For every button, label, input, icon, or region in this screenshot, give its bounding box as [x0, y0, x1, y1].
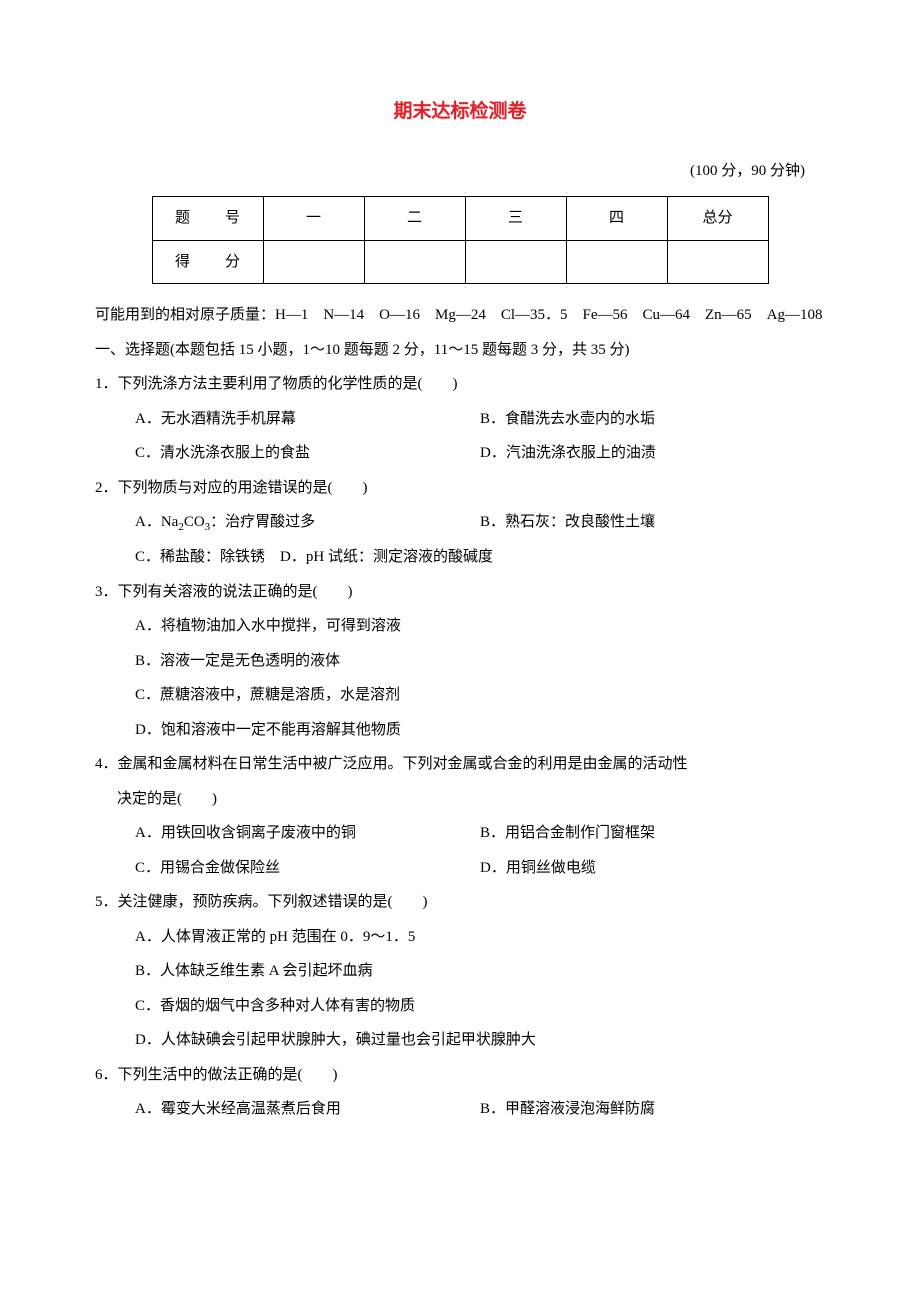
option-b: B．用铝合金制作门窗框架: [480, 816, 825, 851]
question-stem-cont: 决定的是( ): [95, 782, 825, 817]
table-row: 得 分: [152, 240, 768, 284]
score-cell: [263, 240, 364, 284]
option-a: A．无水酒精洗手机屏幕: [135, 402, 480, 437]
option-d: D．汽油洗涤衣服上的油渍: [480, 436, 825, 471]
option-d: D．pH 试纸：测定溶液的酸碱度: [280, 549, 493, 565]
option-text: A．Na: [135, 514, 178, 530]
option-b: B．溶液一定是无色透明的液体: [135, 644, 825, 679]
score-cell: [364, 240, 465, 284]
table-row: 题 号 一 二 三 四 总分: [152, 197, 768, 241]
option-d: D．饱和溶液中一定不能再溶解其他物质: [135, 713, 825, 748]
score-header-label: 题 号: [152, 197, 263, 241]
atomic-masses: 可能用到的相对原子质量：H—1 N—14 O—16 Mg—24 Cl—35．5 …: [95, 298, 825, 333]
option-a: A．Na2CO3：治疗胃酸过多: [135, 505, 480, 540]
option-a: A．将植物油加入水中搅拌，可得到溶液: [135, 609, 825, 644]
score-cell: [667, 240, 768, 284]
question-5: 5．关注健康，预防疾病。下列叙述错误的是( ) A．人体胃液正常的 pH 范围在…: [95, 885, 825, 1058]
exam-title: 期末达标检测卷: [95, 90, 825, 134]
question-stem: 3．下列有关溶液的说法正确的是( ): [95, 575, 825, 610]
question-stem: 2．下列物质与对应的用途错误的是( ): [95, 471, 825, 506]
question-6: 6．下列生活中的做法正确的是( ) A．霉变大米经高温蒸煮后食用 B．甲醛溶液浸…: [95, 1058, 825, 1127]
option-cd: C．稀盐酸：除铁锈 D．pH 试纸：测定溶液的酸碱度: [135, 540, 825, 575]
question-stem: 4．金属和金属材料在日常生活中被广泛应用。下列对金属或合金的利用是由金属的活动性: [95, 747, 825, 782]
option-a: A．用铁回收含铜离子废液中的铜: [135, 816, 480, 851]
question-stem: 6．下列生活中的做法正确的是( ): [95, 1058, 825, 1093]
score-col-4: 四: [566, 197, 667, 241]
option-c: C．稀盐酸：除铁锈: [135, 549, 265, 565]
option-a: A．人体胃液正常的 pH 范围在 0．9～1．5: [135, 920, 825, 955]
question-4: 4．金属和金属材料在日常生活中被广泛应用。下列对金属或合金的利用是由金属的活动性…: [95, 747, 825, 885]
question-stem: 1．下列洗涤方法主要利用了物质的化学性质的是( ): [95, 367, 825, 402]
score-row-label: 得 分: [152, 240, 263, 284]
option-c: C．用锡合金做保险丝: [135, 851, 480, 886]
option-a: A．霉变大米经高温蒸煮后食用: [135, 1092, 480, 1127]
score-cell: [566, 240, 667, 284]
option-c: C．蔗糖溶液中，蔗糖是溶质，水是溶剂: [135, 678, 825, 713]
score-col-1: 一: [263, 197, 364, 241]
option-b: B．甲醛溶液浸泡海鲜防腐: [480, 1092, 825, 1127]
option-b: B．人体缺乏维生素 A 会引起坏血病: [135, 954, 825, 989]
option-c: C．清水洗涤衣服上的食盐: [135, 436, 480, 471]
option-text: CO: [184, 514, 205, 530]
option-d: D．用铜丝做电缆: [480, 851, 825, 886]
question-2: 2．下列物质与对应的用途错误的是( ) A．Na2CO3：治疗胃酸过多 B．熟石…: [95, 471, 825, 575]
option-text: ：治疗胃酸过多: [210, 514, 315, 530]
exam-meta: (100 分，90 分钟): [95, 154, 825, 189]
score-cell: [465, 240, 566, 284]
question-3: 3．下列有关溶液的说法正确的是( ) A．将植物油加入水中搅拌，可得到溶液 B．…: [95, 575, 825, 748]
question-stem: 5．关注健康，预防疾病。下列叙述错误的是( ): [95, 885, 825, 920]
option-b: B．熟石灰：改良酸性土壤: [480, 505, 825, 540]
question-1: 1．下列洗涤方法主要利用了物质的化学性质的是( ) A．无水酒精洗手机屏幕 B．…: [95, 367, 825, 471]
score-col-2: 二: [364, 197, 465, 241]
score-col-3: 三: [465, 197, 566, 241]
option-b: B．食醋洗去水壶内的水垢: [480, 402, 825, 437]
score-col-total: 总分: [667, 197, 768, 241]
section-heading: 一、选择题(本题包括 15 小题，1～10 题每题 2 分，11～15 题每题 …: [95, 333, 825, 368]
score-table: 题 号 一 二 三 四 总分 得 分: [152, 196, 769, 284]
option-d: D．人体缺碘会引起甲状腺肿大，碘过量也会引起甲状腺肿大: [135, 1023, 825, 1058]
option-c: C．香烟的烟气中含多种对人体有害的物质: [135, 989, 825, 1024]
